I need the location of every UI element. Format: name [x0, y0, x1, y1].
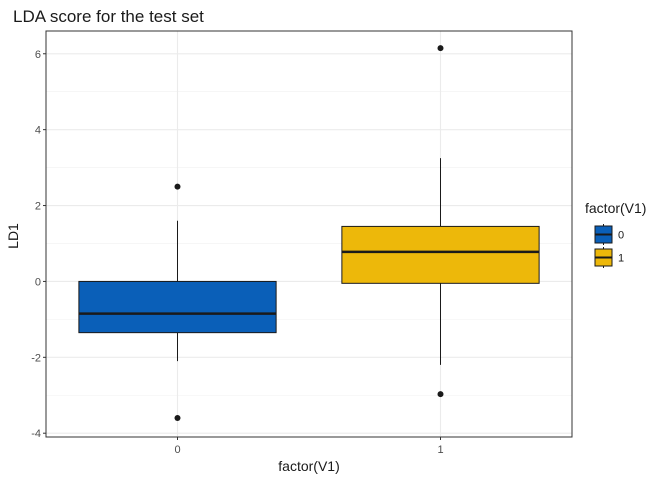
y-tick-label: 0	[35, 276, 41, 288]
outlier-point	[437, 391, 444, 398]
legend-label: 0	[618, 230, 624, 242]
plot-border	[45, 30, 573, 438]
y-tick-label: 6	[35, 49, 41, 61]
outlier-point	[174, 415, 181, 422]
box-group-1	[341, 45, 540, 398]
y-tick-label: 2	[35, 201, 41, 213]
box	[78, 280, 277, 334]
y-axis-title: LD1	[5, 223, 21, 249]
y-axis: -4 -2 0 2 4 6	[31, 49, 46, 440]
x-tick-label: 0	[174, 444, 180, 456]
boxes	[78, 45, 540, 422]
x-tick-label: 1	[437, 444, 443, 456]
legend-label: 1	[618, 253, 624, 265]
legend-item-0: 0	[594, 224, 624, 245]
legend: factor(V1) 0 1	[585, 200, 646, 268]
outlier-point	[174, 183, 181, 190]
x-axis-title: factor(V1)	[278, 458, 339, 474]
legend-item-1: 1	[594, 247, 624, 268]
outlier-point	[437, 45, 444, 52]
y-tick-label: 4	[35, 125, 41, 137]
chart-title: LDA score for the test set	[13, 7, 204, 26]
y-tick-label: -2	[31, 352, 41, 364]
legend-title: factor(V1)	[585, 200, 646, 216]
box	[341, 225, 540, 284]
y-tick-label: -4	[31, 428, 41, 440]
box-group-0	[78, 183, 277, 422]
